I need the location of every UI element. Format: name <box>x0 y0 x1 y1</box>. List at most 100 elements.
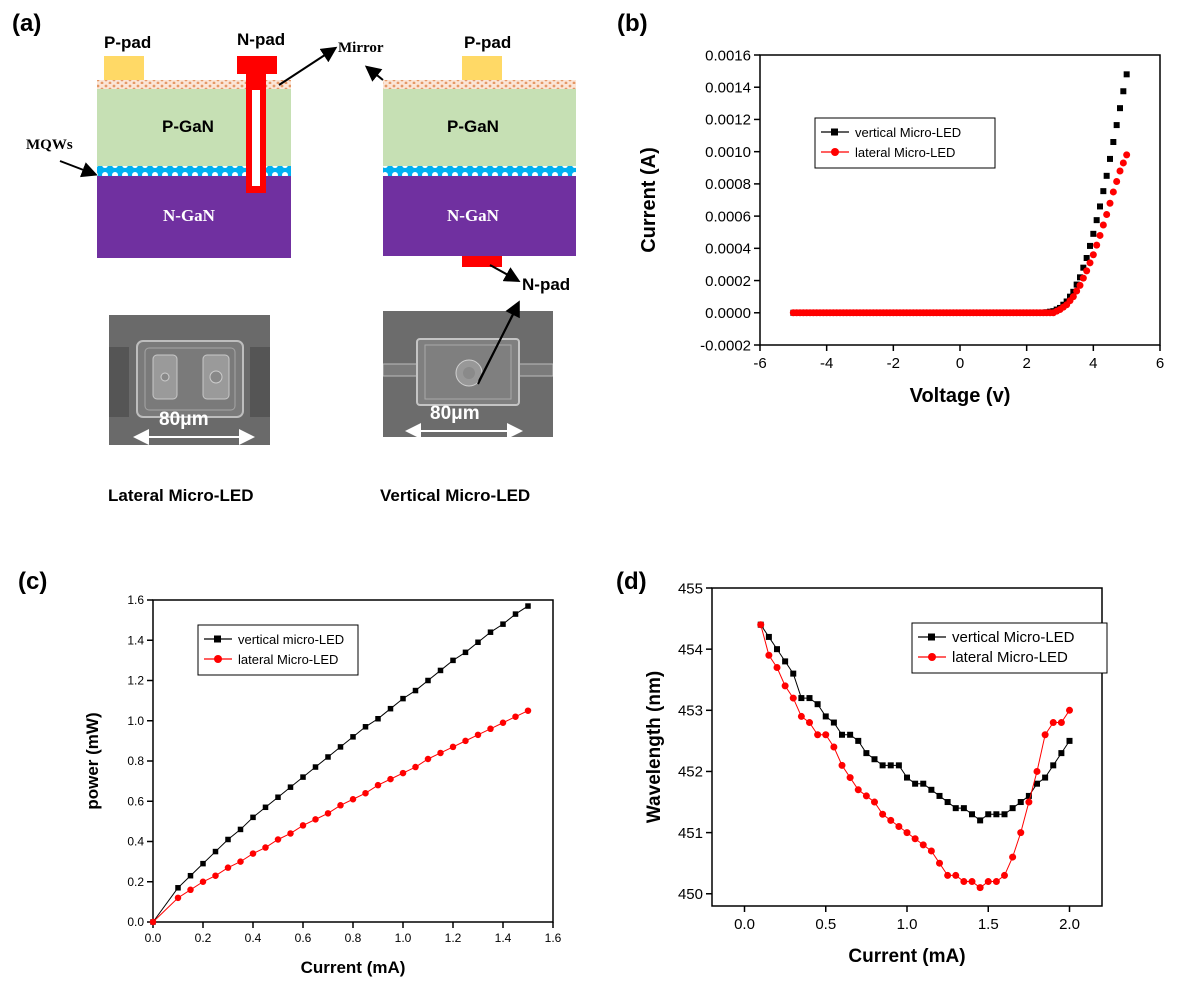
data-point <box>1066 706 1073 714</box>
data-point <box>814 701 821 708</box>
legend-marker <box>214 635 221 643</box>
data-point <box>1025 792 1032 799</box>
data-point <box>524 707 532 714</box>
legend-label: lateral Micro-LED <box>952 649 1068 666</box>
x-tick-label: 0.0 <box>145 931 162 945</box>
data-point <box>936 792 943 799</box>
data-point <box>1103 172 1110 179</box>
data-point <box>1097 203 1103 210</box>
chart-iv-curve: -6 -4 -2 0 2 4 6 -0.0002 0.0000 0.0002 0.0004 0.000… <box>640 47 1164 407</box>
x-tick-label: 1.0 <box>897 916 918 933</box>
y-tick-label: 451 <box>678 825 703 842</box>
caption-vertical: Vertical Micro-LED <box>380 486 531 505</box>
data-point <box>830 719 837 726</box>
x-tick-label: 0.8 <box>345 931 362 945</box>
legend-label: vertical Micro-LED <box>855 125 961 140</box>
panel-label-b: (b) <box>617 10 648 37</box>
mqw-layer-vertical <box>383 166 576 176</box>
legend-marker <box>928 633 935 641</box>
data-point <box>904 774 910 781</box>
data-point <box>927 847 935 855</box>
data-point <box>512 713 519 720</box>
y-tick-label: 1.2 <box>127 674 144 688</box>
y-tick-label: 0.2 <box>127 875 144 889</box>
y-tick-label: 0.8 <box>127 754 144 768</box>
data-point <box>337 744 344 750</box>
data-point <box>262 804 269 811</box>
data-point <box>325 754 331 760</box>
data-point <box>1001 871 1008 879</box>
data-point <box>976 884 984 892</box>
x-tick-label: 0.5 <box>815 916 836 933</box>
caption-lateral: Lateral Micro-LED <box>108 486 254 505</box>
data-point <box>262 844 269 851</box>
data-point <box>871 756 878 763</box>
sem-image-vertical: 80μm <box>383 311 553 437</box>
data-point <box>487 629 494 635</box>
data-point <box>1076 281 1084 289</box>
p-gan-label-vertical: P-GaN <box>447 117 499 136</box>
data-point <box>1113 122 1120 129</box>
data-point <box>1025 798 1033 806</box>
data-point <box>399 769 407 777</box>
series-vertical-markers <box>757 621 1073 824</box>
data-point <box>871 798 878 806</box>
x-tick-label: 1.5 <box>978 916 999 933</box>
data-point <box>855 737 862 744</box>
x-axis-label: Voltage (v) <box>910 385 1011 407</box>
y-axis-label: power (mW) <box>83 712 102 809</box>
data-point <box>212 848 219 855</box>
data-point <box>928 786 935 793</box>
data-point <box>312 764 319 770</box>
data-point <box>374 781 382 789</box>
n-gan-label-vertical: N-GaN <box>447 206 499 225</box>
data-point <box>944 871 952 879</box>
y-axis-label: Current (A) <box>640 147 660 253</box>
data-point <box>1057 719 1065 727</box>
data-point <box>790 670 797 677</box>
data-point <box>1001 811 1008 818</box>
data-point <box>337 802 344 809</box>
y-tick-label: -0.0002 <box>700 337 751 354</box>
data-point <box>412 763 419 771</box>
x-tick-label: 0 <box>956 355 964 372</box>
data-point <box>1087 242 1093 249</box>
y-axis-label: Wavelength (nm) <box>644 671 665 823</box>
data-point <box>838 761 846 769</box>
data-point <box>1080 264 1087 271</box>
y-tick-label: 1.4 <box>127 633 144 647</box>
x-tick-label: 0.4 <box>245 931 262 945</box>
y-tick-label: 452 <box>678 764 703 781</box>
data-point <box>1041 731 1049 739</box>
legend-label: lateral Micro-LED <box>855 145 955 160</box>
y-tick-label: 0.0012 <box>705 112 751 129</box>
data-point <box>806 695 813 702</box>
data-point <box>862 792 870 800</box>
data-point <box>1120 88 1127 95</box>
series-lateral-markers <box>149 707 532 926</box>
data-point <box>512 611 519 617</box>
data-point <box>863 750 870 757</box>
data-point <box>773 664 781 671</box>
x-tick-label: -4 <box>820 355 833 372</box>
device-schematic <box>59 46 576 282</box>
data-point <box>450 657 456 664</box>
data-point <box>985 811 992 818</box>
data-point <box>237 858 244 865</box>
data-point <box>437 667 444 674</box>
data-point <box>199 878 207 885</box>
data-point <box>969 811 975 818</box>
data-point <box>487 725 494 733</box>
data-point <box>149 918 157 926</box>
y-tick-label: 1.0 <box>127 714 144 728</box>
data-point <box>960 805 967 812</box>
data-point <box>977 817 984 824</box>
p-pad-lateral <box>104 56 144 80</box>
data-point <box>1109 188 1117 196</box>
data-point <box>903 829 911 837</box>
data-point <box>287 830 294 837</box>
data-point <box>1033 767 1041 775</box>
data-point <box>1119 159 1127 167</box>
legend-marker <box>831 128 838 136</box>
mqw-layer-lateral <box>97 166 291 176</box>
